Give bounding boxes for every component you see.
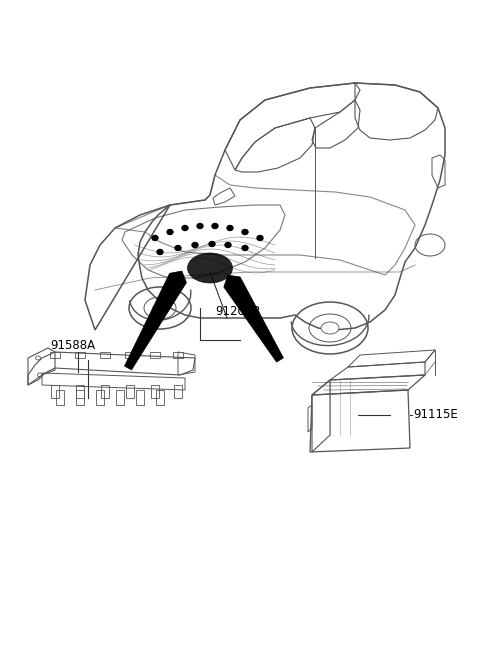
Ellipse shape xyxy=(192,242,198,248)
Ellipse shape xyxy=(157,250,163,255)
Ellipse shape xyxy=(175,246,181,250)
Ellipse shape xyxy=(152,236,158,240)
Ellipse shape xyxy=(212,223,218,229)
Ellipse shape xyxy=(227,225,233,231)
Text: 91588A: 91588A xyxy=(50,339,95,352)
Text: 91200B: 91200B xyxy=(215,305,260,318)
Ellipse shape xyxy=(321,322,339,334)
Ellipse shape xyxy=(209,242,215,246)
Polygon shape xyxy=(224,275,283,362)
Ellipse shape xyxy=(242,229,248,234)
Ellipse shape xyxy=(153,303,167,312)
Text: 91115E: 91115E xyxy=(413,409,458,422)
Ellipse shape xyxy=(167,229,173,234)
Ellipse shape xyxy=(257,236,263,240)
Ellipse shape xyxy=(197,223,203,229)
Polygon shape xyxy=(124,271,186,370)
Ellipse shape xyxy=(242,246,248,250)
Ellipse shape xyxy=(182,225,188,231)
Ellipse shape xyxy=(188,253,232,283)
Ellipse shape xyxy=(225,242,231,248)
